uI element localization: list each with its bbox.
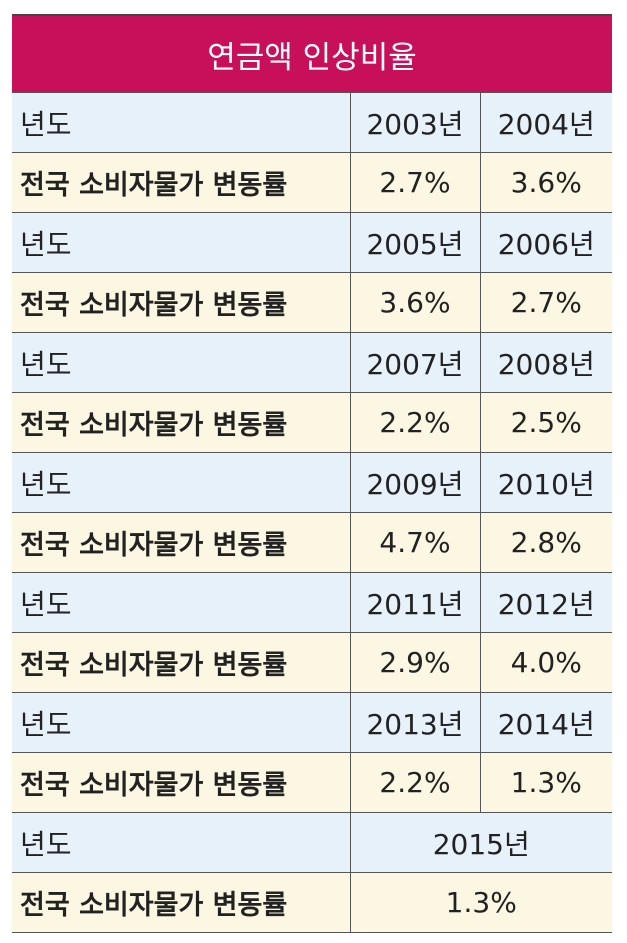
cell: 2004년 [479,92,612,153]
table-row: 전국 소비자물가 변동률 2.9% 4.0% [12,632,612,693]
cell: 2015년 [349,812,612,873]
row-label: 년도 [12,332,350,393]
row-label: 전국 소비자물가 변동률 [12,512,350,573]
cell: 2003년 [349,92,480,153]
row-label: 년도 [12,572,350,633]
cell: 2.7% [349,152,480,213]
table-row: 년도 2005년 2006년 [12,212,612,273]
row-label: 년도 [12,692,350,753]
table-row: 년도 2003년 2004년 [12,92,612,153]
cell: 1.3% [349,872,612,933]
cell: 2.5% [479,392,612,453]
row-label: 전국 소비자물가 변동률 [12,632,350,693]
cell: 2009년 [349,452,480,513]
table-row: 전국 소비자물가 변동률 2.7% 3.6% [12,152,612,213]
row-label: 년도 [12,212,350,273]
table-row: 년도 2011년 2012년 [12,572,612,633]
table-row: 전국 소비자물가 변동률 3.6% 2.7% [12,272,612,333]
row-label: 년도 [12,812,350,873]
row-label: 전국 소비자물가 변동률 [12,152,350,213]
cell: 2007년 [349,332,480,393]
cell: 2013년 [349,692,480,753]
cell: 2.7% [479,272,612,333]
table-row: 전국 소비자물가 변동률 4.7% 2.8% [12,512,612,573]
cell: 4.7% [349,512,480,573]
cell: 2014년 [479,692,612,753]
cell: 2.8% [479,512,612,573]
table-row: 년도 2007년 2008년 [12,332,612,393]
table-card: 연금액 인상비율 년도 2003년 2004년 전국 소비자물가 변동률 2.7% 3.6… [12,14,612,933]
cell: 2005년 [349,212,480,273]
row-label: 전국 소비자물가 변동률 [12,872,350,933]
row-label: 전국 소비자물가 변동률 [12,752,350,813]
table-row: 년도 2009년 2010년 [12,452,612,513]
table-row: 년도 2015년 [12,812,612,873]
row-label: 년도 [12,92,350,153]
cell: 2011년 [349,572,480,633]
table-body: 년도 2003년 2004년 전국 소비자물가 변동률 2.7% 3.6% 년도 2005년 2… [12,92,612,933]
table-row: 년도 2013년 2014년 [12,692,612,753]
cell: 2006년 [479,212,612,273]
cell: 2008년 [479,332,612,393]
row-label: 년도 [12,452,350,513]
table-row: 전국 소비자물가 변동률 1.3% [12,872,612,933]
title: 연금액 인상비율 [12,14,612,92]
cell: 1.3% [479,752,612,813]
table-row: 전국 소비자물가 변동률 2.2% 1.3% [12,752,612,813]
row-label: 전국 소비자물가 변동률 [12,272,350,333]
cell: 2.2% [349,392,480,453]
table-row: 전국 소비자물가 변동률 2.2% 2.5% [12,392,612,453]
cell: 2.2% [349,752,480,813]
cell: 3.6% [349,272,480,333]
cell: 2010년 [479,452,612,513]
table: 년도 2003년 2004년 전국 소비자물가 변동률 2.7% 3.6% 년도 2005년 2… [12,92,612,933]
cell: 3.6% [479,152,612,213]
row-label: 전국 소비자물가 변동률 [12,392,350,453]
cell: 4.0% [479,632,612,693]
cell: 2.9% [349,632,480,693]
cell: 2012년 [479,572,612,633]
